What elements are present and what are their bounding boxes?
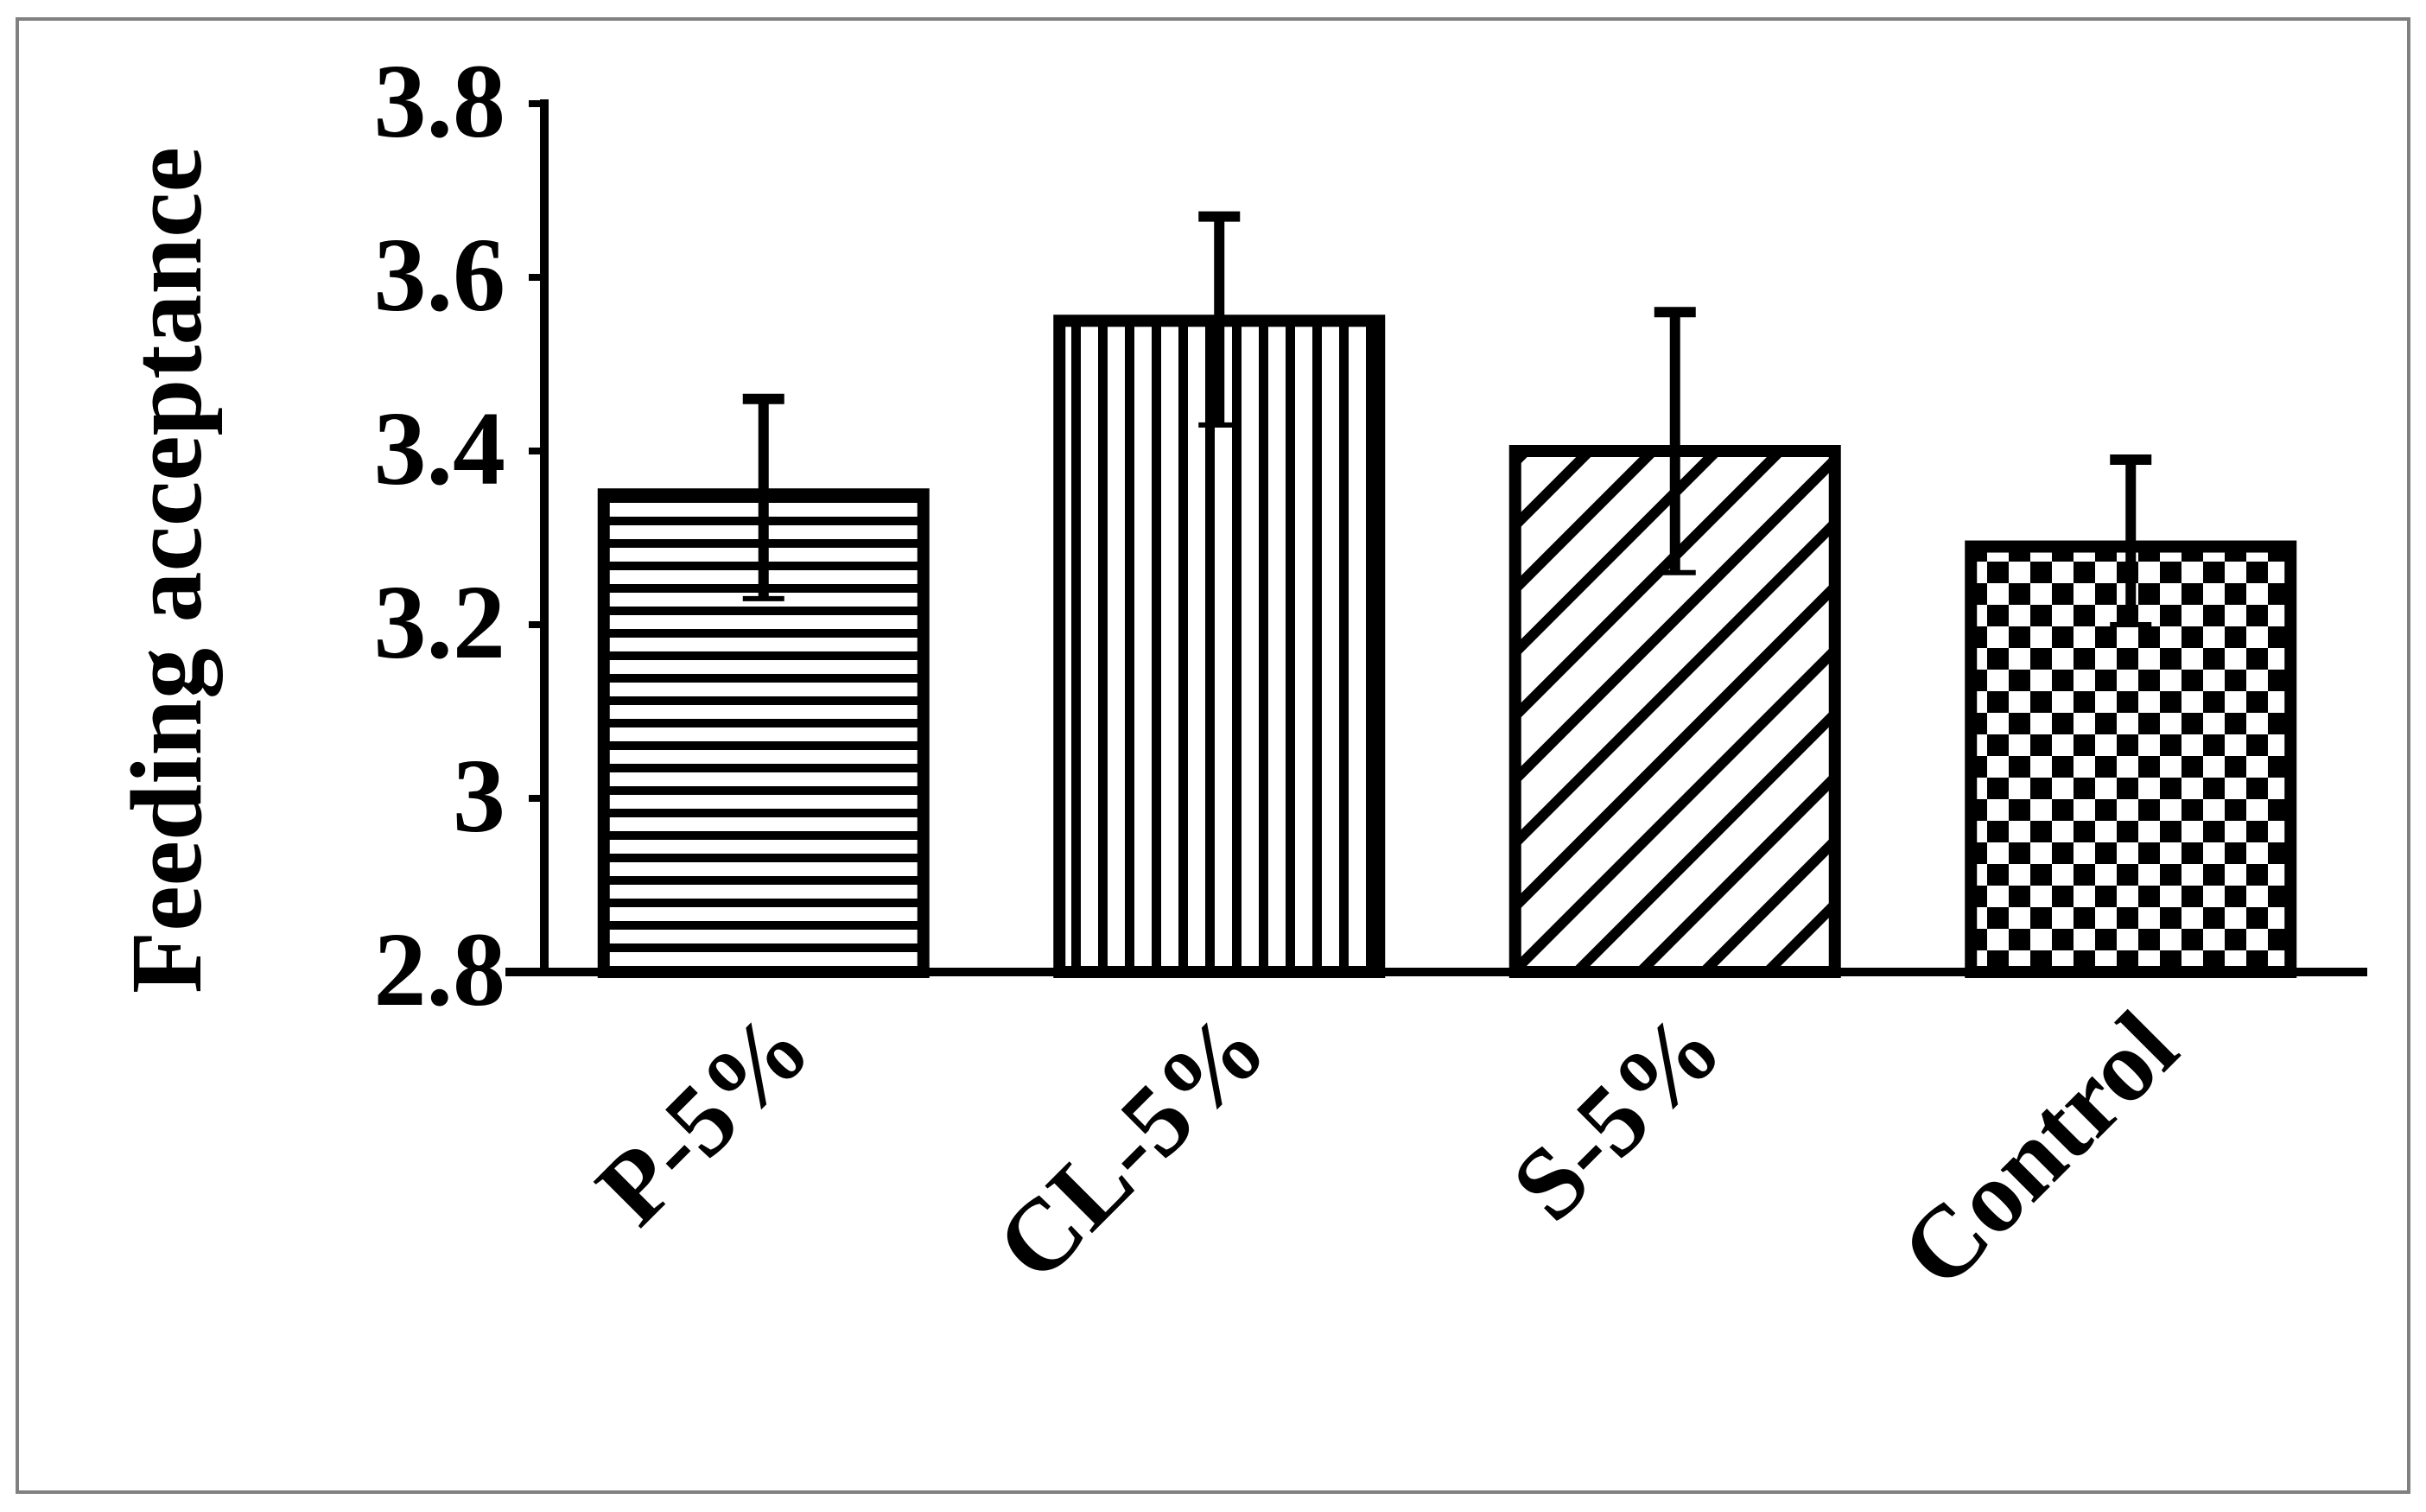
y-tick-label: 3 — [453, 738, 505, 854]
error-bar — [2110, 454, 2152, 627]
outer-frame — [16, 17, 2410, 1494]
bars-layer — [597, 314, 2297, 978]
error-bar — [742, 393, 784, 601]
y-tick-label: 3.2 — [374, 564, 506, 681]
y-tick-label: 2.8 — [374, 912, 506, 1028]
error-bars-layer — [742, 211, 2152, 627]
x-tick-label: S-5% — [1490, 990, 1743, 1242]
x-tick-label: P-5% — [575, 990, 832, 1247]
x-tick-label: Control — [1879, 990, 2198, 1309]
x-tick-label: CL-5% — [975, 990, 1286, 1302]
x-tick-labels: P-5% CL-5% S-5% Control — [575, 990, 2199, 1309]
y-tick-labels: 2.8 3 3.2 3.4 3.6 3.8 — [374, 43, 544, 1028]
error-bar — [1654, 307, 1696, 575]
y-tick-label: 3.4 — [374, 391, 506, 507]
error-bar — [1198, 211, 1241, 428]
y-axis-label: Feeding acceptance — [110, 147, 223, 994]
y-tick-label: 3.6 — [374, 217, 506, 334]
y-tick-label: 3.8 — [374, 43, 506, 160]
